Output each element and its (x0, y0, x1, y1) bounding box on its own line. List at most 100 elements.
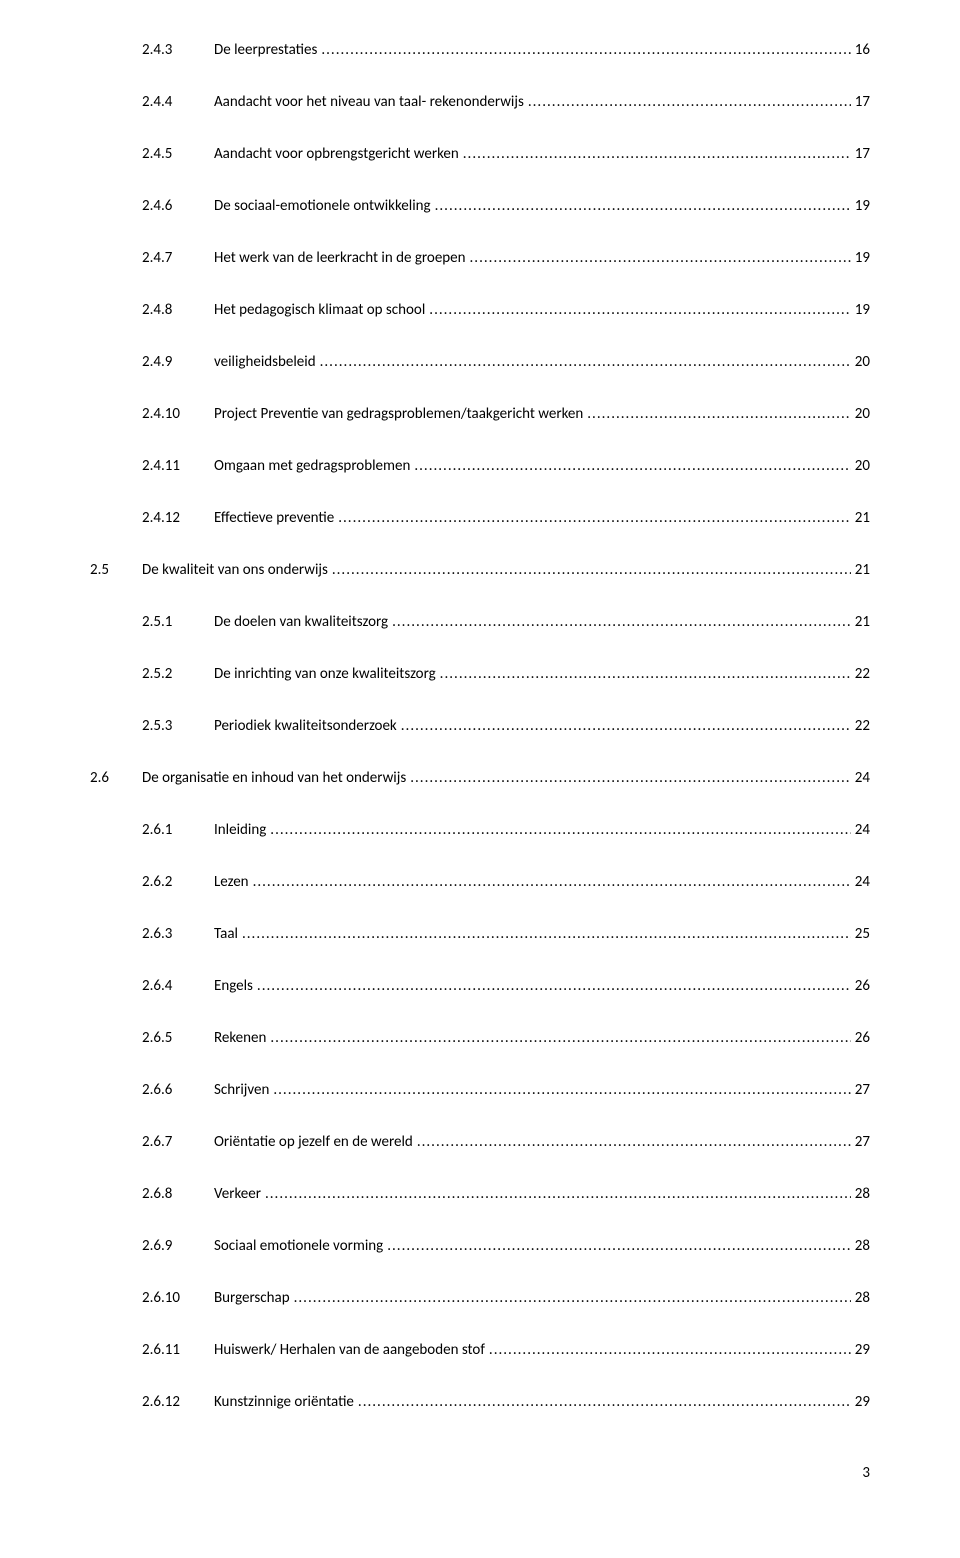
toc-entry-page: 27 (851, 1132, 870, 1153)
table-of-contents: 2.4.3De leerprestaties 16 2.4.4Aandacht vo… (90, 40, 870, 1444)
toc-entry-page: 29 (851, 1340, 870, 1361)
toc-entry-number: 2.6.3 (142, 924, 214, 945)
toc-entry[interactable]: 2.6.10Burgerschap28 (90, 1288, 870, 1309)
toc-entry-title: Verkeer (214, 1184, 261, 1205)
toc-entry-title: De inrichting van onze kwaliteitszorg (214, 664, 436, 685)
toc-entry[interactable]: 2.5.2De inrichting van onze kwaliteitszo… (90, 664, 870, 685)
toc-entry-title: Het werk van de leerkracht in de groepen (214, 248, 466, 269)
toc-entry-number: 2.5.2 (142, 664, 214, 685)
toc-leader-dots (410, 456, 850, 477)
toc-entry-title: De leerprestaties (214, 40, 317, 61)
toc-entry[interactable]: 2.4.4Aandacht voor het niveau van taal- … (90, 92, 870, 113)
toc-entry-title: Engels (214, 976, 253, 997)
toc-entry[interactable]: 2.6.11Huiswerk/ Herhalen van de aangebod… (90, 1340, 870, 1361)
toc-entry[interactable]: 2.6.2Lezen 24 (90, 872, 870, 893)
toc-leader-dots (459, 144, 851, 165)
toc-entry-page: 19 (851, 248, 870, 269)
toc-entry[interactable]: 2.6.8Verkeer 28 (90, 1184, 870, 1205)
toc-leader-dots (266, 1028, 850, 1049)
toc-entry-number: 2.5.1 (142, 612, 214, 633)
toc-leader-dots (266, 820, 851, 841)
toc-entry[interactable]: 2.4.5Aandacht voor opbrengstgericht werk… (90, 144, 870, 165)
toc-entry-page: 24 (851, 872, 870, 893)
toc-entry-title: Omgaan met gedragsproblemen (214, 456, 410, 477)
toc-entry-number: 2.5 (90, 560, 142, 581)
toc-entry-title: Taal (214, 924, 238, 945)
toc-leader-dots (413, 1132, 851, 1153)
toc-leader-dots (334, 508, 851, 529)
page-number: 3 (90, 1464, 870, 1482)
toc-entry-number: 2.6.11 (142, 1340, 214, 1361)
toc-leader-dots (485, 1340, 851, 1361)
toc-entry-title: Burgerschap (214, 1288, 290, 1309)
toc-entry-page: 21 (851, 560, 870, 581)
toc-leader-dots (397, 716, 851, 737)
toc-entry-title: Kunstzinnige oriëntatie (214, 1392, 354, 1413)
toc-leader-dots (249, 872, 851, 893)
toc-leader-dots (388, 612, 851, 633)
toc-entry[interactable]: 2.4.7Het werk van de leerkracht in de gr… (90, 248, 870, 269)
toc-entry-page: 28 (851, 1184, 870, 1205)
toc-leader-dots (406, 768, 851, 789)
toc-entry-page: 26 (851, 976, 870, 997)
toc-entry[interactable]: 2.4.9veiligheidsbeleid20 (90, 352, 870, 373)
toc-entry-title: Sociaal emotionele vorming (214, 1236, 383, 1257)
toc-entry-title: De doelen van kwaliteitszorg (214, 612, 388, 633)
toc-entry-number: 2.4.3 (142, 40, 214, 61)
toc-entry[interactable]: 2.5.3Periodiek kwaliteitsonderzoek 22 (90, 716, 870, 737)
toc-entry-page: 22 (851, 716, 870, 737)
toc-entry-page: 27 (851, 1080, 870, 1101)
toc-entry-page: 21 (851, 508, 870, 529)
toc-entry-title: Lezen (214, 872, 249, 893)
toc-leader-dots (261, 1184, 851, 1205)
toc-entry[interactable]: 2.6.5Rekenen26 (90, 1028, 870, 1049)
toc-entry[interactable]: 2.6De organisatie en inhoud van het onde… (90, 768, 870, 789)
toc-leader-dots (253, 976, 851, 997)
toc-entry-page: 26 (851, 1028, 870, 1049)
toc-entry[interactable]: 2.5De kwaliteit van ons onderwijs 21 (90, 560, 870, 581)
toc-leader-dots (436, 664, 851, 685)
toc-entry-title: Periodiek kwaliteitsonderzoek (214, 716, 397, 737)
toc-entry-number: 2.4.6 (142, 196, 214, 217)
toc-leader-dots (383, 1236, 851, 1257)
toc-entry[interactable]: 2.6.9Sociaal emotionele vorming 28 (90, 1236, 870, 1257)
toc-entry[interactable]: 2.6.7Oriëntatie op jezelf en de wereld27 (90, 1132, 870, 1153)
toc-entry-page: 20 (851, 352, 870, 373)
toc-entry-number: 2.6.8 (142, 1184, 214, 1205)
toc-leader-dots (290, 1288, 851, 1309)
toc-entry-page: 28 (851, 1236, 870, 1257)
toc-entry[interactable]: 2.4.6De sociaal-emotionele ontwikkeling1… (90, 196, 870, 217)
toc-entry-title: Inleiding (214, 820, 266, 841)
toc-entry[interactable]: 2.4.3De leerprestaties 16 (90, 40, 870, 61)
toc-entry-number: 2.6.9 (142, 1236, 214, 1257)
toc-entry[interactable]: 2.5.1De doelen van kwaliteitszorg 21 (90, 612, 870, 633)
toc-entry-page: 16 (851, 40, 870, 61)
toc-entry[interactable]: 2.6.4Engels 26 (90, 976, 870, 997)
toc-entry[interactable]: 2.6.12Kunstzinnige oriëntatie 29 (90, 1392, 870, 1413)
toc-entry-title: Aandacht voor opbrengstgericht werken (214, 144, 459, 165)
toc-entry-title: Schrijven (214, 1080, 269, 1101)
toc-entry[interactable]: 2.4.12Effectieve preventie21 (90, 508, 870, 529)
toc-leader-dots (425, 300, 851, 321)
toc-entry-page: 21 (851, 612, 870, 633)
toc-entry-page: 25 (851, 924, 870, 945)
toc-entry-number: 2.6.2 (142, 872, 214, 893)
toc-entry-page: 20 (851, 404, 870, 425)
toc-entry-page: 29 (851, 1392, 870, 1413)
toc-entry[interactable]: 2.6.1Inleiding24 (90, 820, 870, 841)
toc-entry-title: Project Preventie van gedragsproblemen/t… (214, 404, 583, 425)
toc-entry-number: 2.6.1 (142, 820, 214, 841)
toc-entry-number: 2.4.10 (142, 404, 214, 425)
toc-entry[interactable]: 2.4.8Het pedagogisch klimaat op school19 (90, 300, 870, 321)
toc-entry-title: Oriëntatie op jezelf en de wereld (214, 1132, 413, 1153)
toc-entry-title: Huiswerk/ Herhalen van de aangeboden sto… (214, 1340, 485, 1361)
toc-entry-title: De kwaliteit van ons onderwijs (142, 560, 328, 581)
toc-entry[interactable]: 2.4.11Omgaan met gedragsproblemen20 (90, 456, 870, 477)
toc-entry[interactable]: 2.4.10Project Preventie van gedragsprobl… (90, 404, 870, 425)
toc-entry-number: 2.5.3 (142, 716, 214, 737)
toc-entry[interactable]: 2.6.3Taal 25 (90, 924, 870, 945)
toc-entry-number: 2.6.12 (142, 1392, 214, 1413)
toc-entry-number: 2.4.7 (142, 248, 214, 269)
toc-entry[interactable]: 2.6.6Schrijven27 (90, 1080, 870, 1101)
toc-entry-number: 2.6.4 (142, 976, 214, 997)
